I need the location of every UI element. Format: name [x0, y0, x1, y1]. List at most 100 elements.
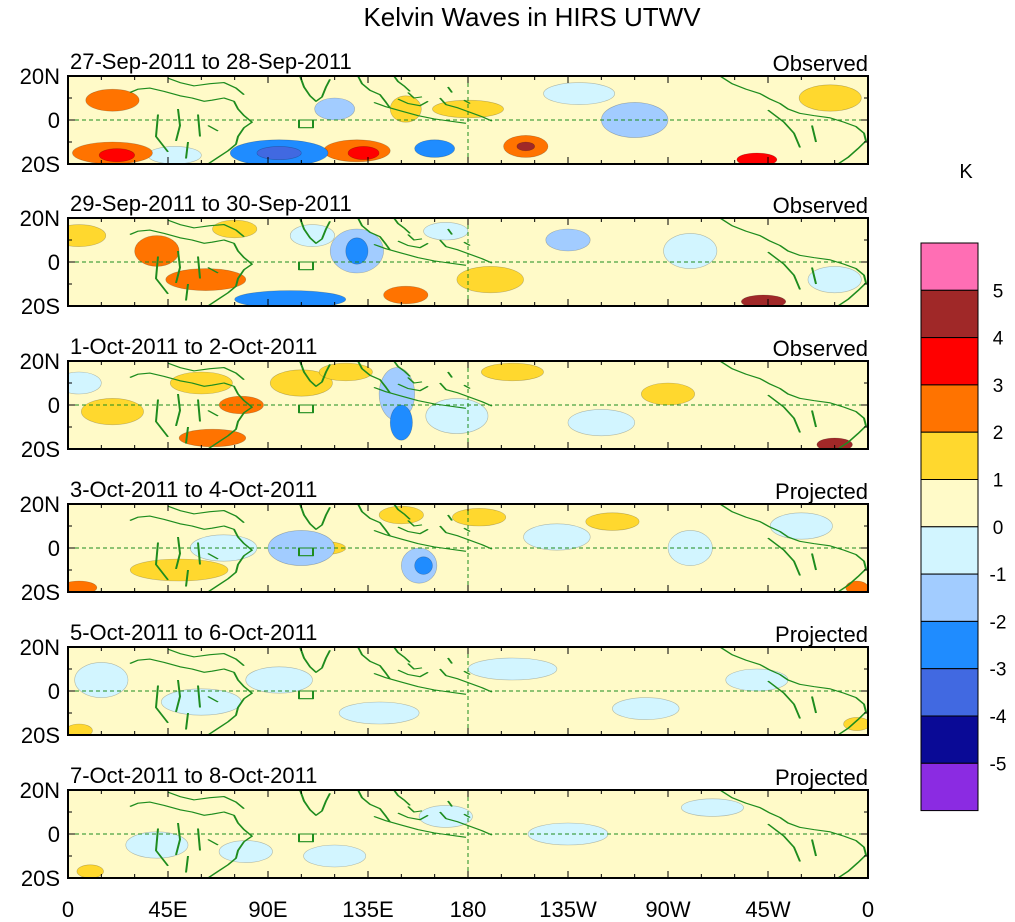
colorbar-box — [920, 479, 979, 528]
x-axis-labels: 0 45E 90E 135E 180 135W 90W 45W 0 — [62, 897, 874, 922]
anomaly-contour — [178, 428, 247, 448]
colorbar-label: 0 — [993, 518, 1004, 539]
colorbar-label: -5 — [990, 754, 1007, 775]
panel-status: Projected — [775, 765, 868, 790]
anomaly-contour — [523, 523, 591, 551]
y-tick-label: 0 — [48, 679, 60, 704]
panel: 20N 0 20S 7-Oct-2011 to 8-Oct-2011 Projected — [20, 763, 869, 891]
y-tick-label: 0 — [48, 822, 60, 847]
y-tick-label: 20N — [20, 635, 60, 660]
y-tick-label: 20S — [21, 152, 60, 177]
anomaly-contour — [452, 508, 507, 527]
colorbar-box — [920, 573, 979, 622]
anomaly-contour — [567, 409, 635, 437]
x-tick-label: 45E — [148, 897, 187, 922]
anomaly-contour — [807, 266, 862, 294]
anomaly-field — [76, 798, 744, 878]
anomaly-contour — [303, 844, 367, 868]
anomaly-contour — [68, 371, 102, 395]
panel-status: Observed — [773, 336, 868, 361]
anomaly-field — [68, 657, 868, 735]
colorbar-box — [920, 431, 979, 481]
panel-date-range: 3-Oct-2011 to 4-Oct-2011 — [70, 477, 317, 502]
x-tick-label: 0 — [62, 897, 74, 922]
anomaly-contour — [218, 840, 273, 863]
y-tick-label: 20S — [21, 723, 60, 748]
colorbar-box — [920, 620, 979, 670]
anomaly-contour — [169, 371, 233, 395]
y-tick-label: 20N — [20, 64, 60, 89]
colorbar-label: 5 — [993, 281, 1004, 302]
anomaly-contour — [289, 224, 335, 247]
colorbar-box — [920, 668, 979, 717]
x-tick-label: 45W — [745, 897, 790, 922]
y-tick-label: 20S — [21, 294, 60, 319]
panel: 20N 0 20S 27-Sep-2011 to 28-Sep-2011 Observe… — [20, 49, 869, 177]
panel: 20N 0 20S 29-Sep-2011 to 30-Sep-2011 Observe… — [20, 191, 869, 319]
anomaly-contour — [245, 666, 313, 694]
anomaly-contour — [256, 146, 302, 160]
anomaly-contour — [383, 285, 429, 305]
anomaly-contour — [414, 139, 455, 158]
y-tick-label: 20S — [21, 437, 60, 462]
y-tick-label: 0 — [48, 536, 60, 561]
anomaly-contour — [736, 152, 778, 164]
colorbar-box — [920, 526, 979, 575]
colorbar-label: 4 — [993, 329, 1004, 350]
y-tick-label: 20S — [21, 580, 60, 605]
anomaly-contour — [68, 224, 107, 247]
y-tick-label: 20N — [20, 778, 60, 803]
anomaly-contour — [147, 146, 202, 164]
colorbar-label: -4 — [990, 707, 1007, 728]
anomaly-contour — [68, 580, 98, 592]
panel-date-range: 7-Oct-2011 to 8-Oct-2011 — [70, 763, 317, 788]
chart-title: Kelvin Waves in HIRS UTWV — [363, 2, 701, 32]
anomaly-contour — [218, 395, 264, 415]
anomaly-contour — [467, 657, 558, 681]
anomaly-contour — [85, 88, 140, 112]
panel-date-range: 29-Sep-2011 to 30-Sep-2011 — [70, 191, 352, 216]
anomaly-contour — [725, 668, 789, 692]
anomaly-contour — [269, 369, 333, 397]
anomaly-contour — [545, 228, 591, 252]
x-tick-label: 0 — [862, 897, 874, 922]
x-tick-label: 180 — [450, 897, 487, 922]
colorbar-unit: K — [959, 161, 973, 183]
colorbar-label: -1 — [990, 565, 1007, 586]
anomaly-contour — [318, 362, 373, 382]
anomaly-contour — [74, 662, 129, 698]
anomaly-contour — [161, 688, 242, 716]
anomaly-contour — [347, 146, 380, 160]
anomaly-contour — [612, 697, 680, 720]
y-tick-label: 20S — [21, 866, 60, 891]
y-tick-label: 0 — [48, 108, 60, 133]
panel-status: Projected — [775, 479, 868, 504]
anomaly-contour — [98, 148, 135, 163]
anomaly-contour — [663, 233, 718, 269]
anomaly-contour — [389, 95, 422, 123]
colorbar-label: 1 — [993, 471, 1004, 492]
anomaly-contour — [129, 558, 229, 582]
anomaly-contour — [76, 864, 104, 878]
x-tick-label: 90W — [645, 897, 690, 922]
colorbar-label: 2 — [993, 423, 1004, 444]
colorbar-box — [920, 762, 979, 812]
anomaly-contour — [81, 398, 144, 426]
colorbar: K 5 4 3 2 1 0 -1 -2 -3 -4 -5 — [920, 161, 1007, 812]
colorbar-box — [920, 337, 979, 386]
panel-date-range: 5-Oct-2011 to 6-Oct-2011 — [70, 620, 317, 645]
anomaly-contour — [389, 404, 413, 441]
panel: 20N 0 20S 5-Oct-2011 to 6-Oct-2011 Projected — [20, 620, 869, 748]
anomaly-field — [68, 219, 862, 306]
panel-status: Projected — [775, 622, 868, 647]
anomaly-contour — [741, 294, 787, 306]
anomaly-contour — [816, 437, 853, 449]
anomaly-contour — [585, 512, 640, 531]
y-tick-label: 20N — [20, 349, 60, 374]
y-tick-label: 20N — [20, 492, 60, 517]
colorbar-box — [920, 715, 979, 764]
anomaly-field — [72, 82, 862, 164]
anomaly-contour — [798, 84, 862, 112]
anomaly-contour — [68, 723, 93, 735]
